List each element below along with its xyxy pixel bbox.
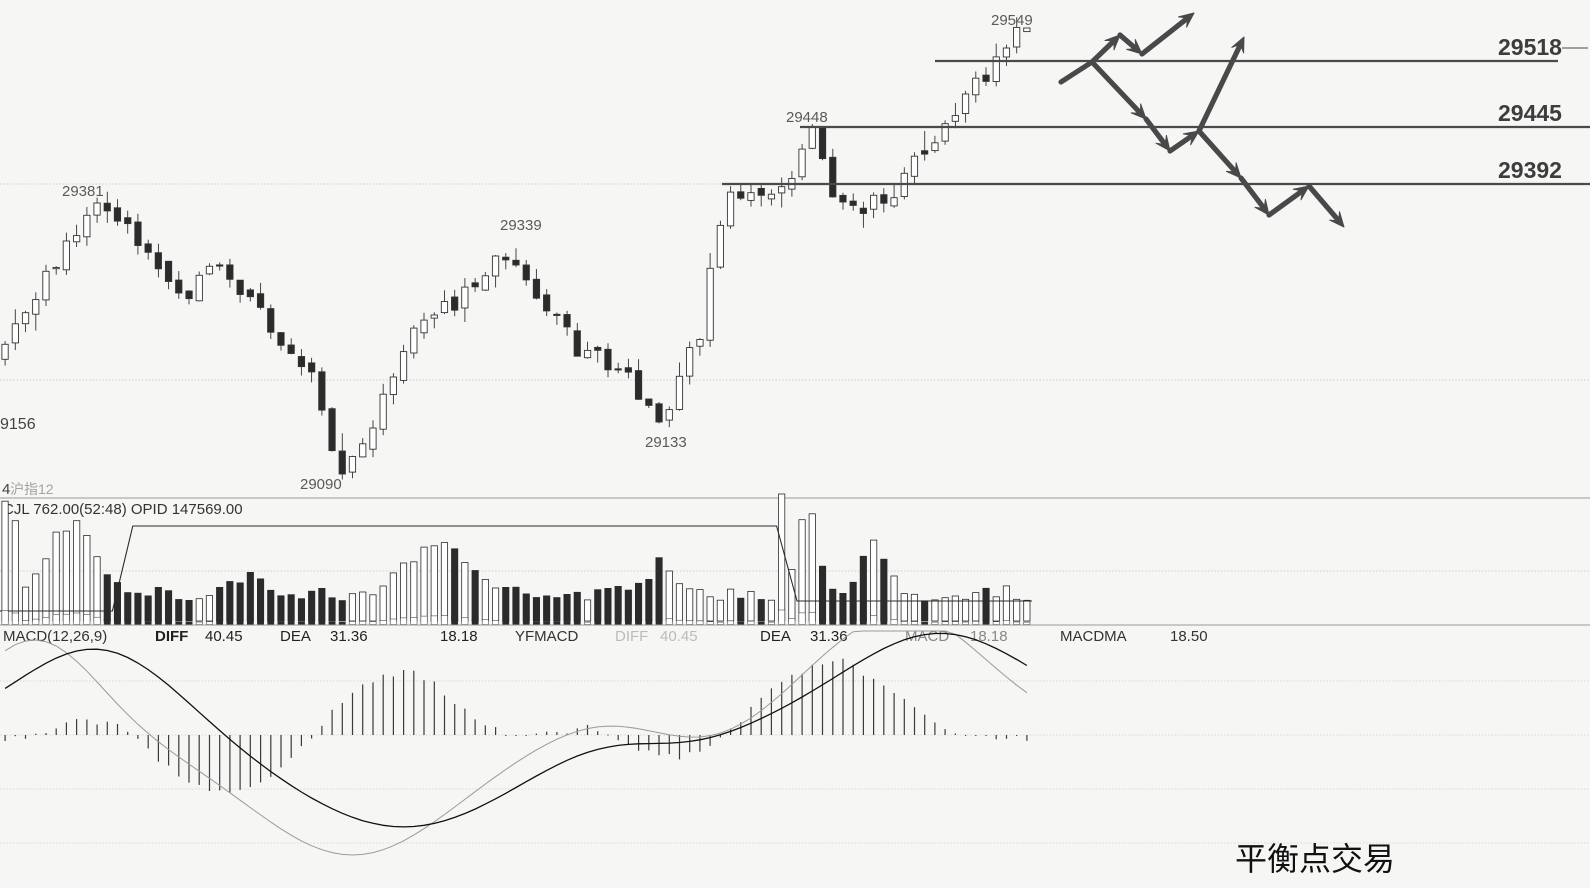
svg-text:40.45: 40.45 <box>660 628 698 645</box>
svg-text:DEA: DEA <box>280 628 311 645</box>
svg-text:18.50: 18.50 <box>1170 628 1208 645</box>
svg-text:MACDMA: MACDMA <box>1060 628 1127 645</box>
svg-text:18.18: 18.18 <box>440 628 478 645</box>
svg-text:29518: 29518 <box>1498 34 1562 60</box>
svg-text:29090: 29090 <box>300 476 342 493</box>
svg-text:DIFF: DIFF <box>155 628 188 645</box>
svg-text:40.45: 40.45 <box>205 628 243 645</box>
svg-text:29445: 29445 <box>1498 100 1562 126</box>
svg-text:18.18: 18.18 <box>970 628 1008 645</box>
svg-text:沪指12: 沪指12 <box>10 481 54 497</box>
svg-text:MACD(12,26,9): MACD(12,26,9) <box>3 628 107 645</box>
svg-text:29549: 29549 <box>991 12 1033 29</box>
svg-text:DIFF: DIFF <box>615 628 648 645</box>
svg-text:CJL 762.00(52:48) OPID 14: CJL 762.00(52:48) OPID 147569.00 <box>3 501 243 518</box>
svg-text:29133: 29133 <box>645 434 687 451</box>
svg-text:29392: 29392 <box>1498 157 1562 183</box>
svg-text:DEA: DEA <box>760 628 791 645</box>
svg-text:YFMACD: YFMACD <box>515 628 579 645</box>
svg-text:31.36: 31.36 <box>330 628 368 645</box>
svg-text:29339: 29339 <box>500 217 542 234</box>
svg-text:平衡点交易: 平衡点交易 <box>1235 841 1395 877</box>
svg-text:9156: 9156 <box>0 416 36 433</box>
svg-text:29381: 29381 <box>62 183 104 200</box>
svg-text:31.36: 31.36 <box>810 628 848 645</box>
svg-text:29448: 29448 <box>786 109 828 126</box>
